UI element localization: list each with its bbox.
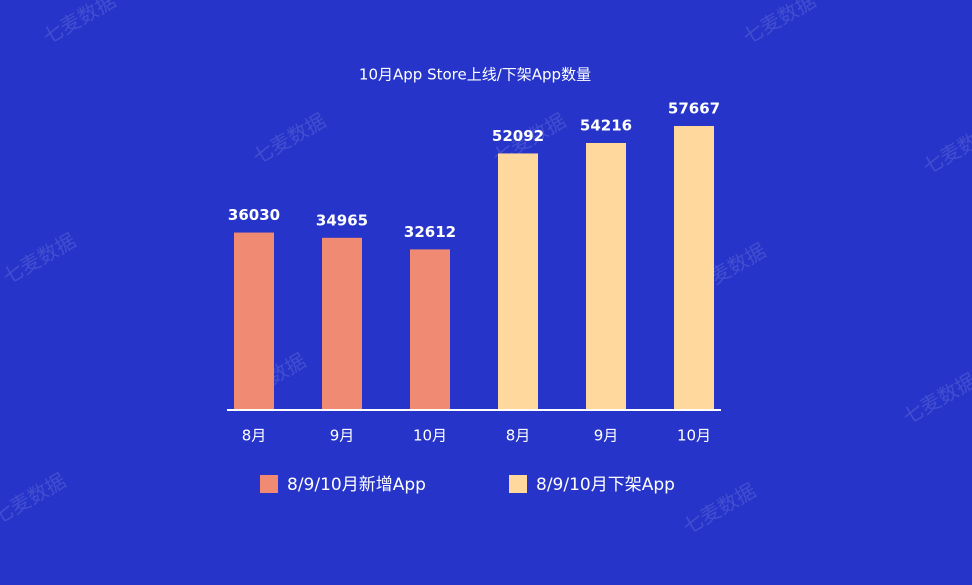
x-tick-label: 8月 [242,427,267,445]
watermark: 七麦数据 [919,118,972,179]
watermark: 七麦数据 [0,468,70,529]
bar [410,249,450,410]
value-label: 52092 [492,127,544,145]
bar [586,142,626,410]
bar [674,125,714,411]
watermark: 七麦数据 [679,478,760,539]
legend-label: 8/9/10月新增App [287,475,426,495]
legend-label: 8/9/10月下架App [536,475,675,495]
watermark: 七麦数据 [739,0,820,49]
watermark: 七麦数据 [249,108,330,169]
legend-swatch [509,475,527,493]
x-tick-label: 8月 [506,427,531,445]
bar [322,237,362,410]
watermark: 七麦数据 [0,228,80,289]
x-tick-label: 9月 [330,427,355,445]
value-label: 36030 [228,206,280,224]
x-tick-label: 10月 [413,427,447,445]
watermark: 七麦数据 [39,0,120,49]
x-tick-label: 9月 [594,427,619,445]
value-label: 34965 [316,211,368,229]
value-label: 57667 [668,99,720,117]
chart-title: 10月App Store上线/下架App数量 [359,66,591,84]
value-label: 54216 [580,116,632,134]
bar [498,153,538,410]
legend-swatch [260,475,278,493]
watermark: 七麦数据 [899,368,972,429]
x-tick-label: 10月 [677,427,711,445]
bar [234,232,274,410]
value-label: 32612 [404,223,456,241]
